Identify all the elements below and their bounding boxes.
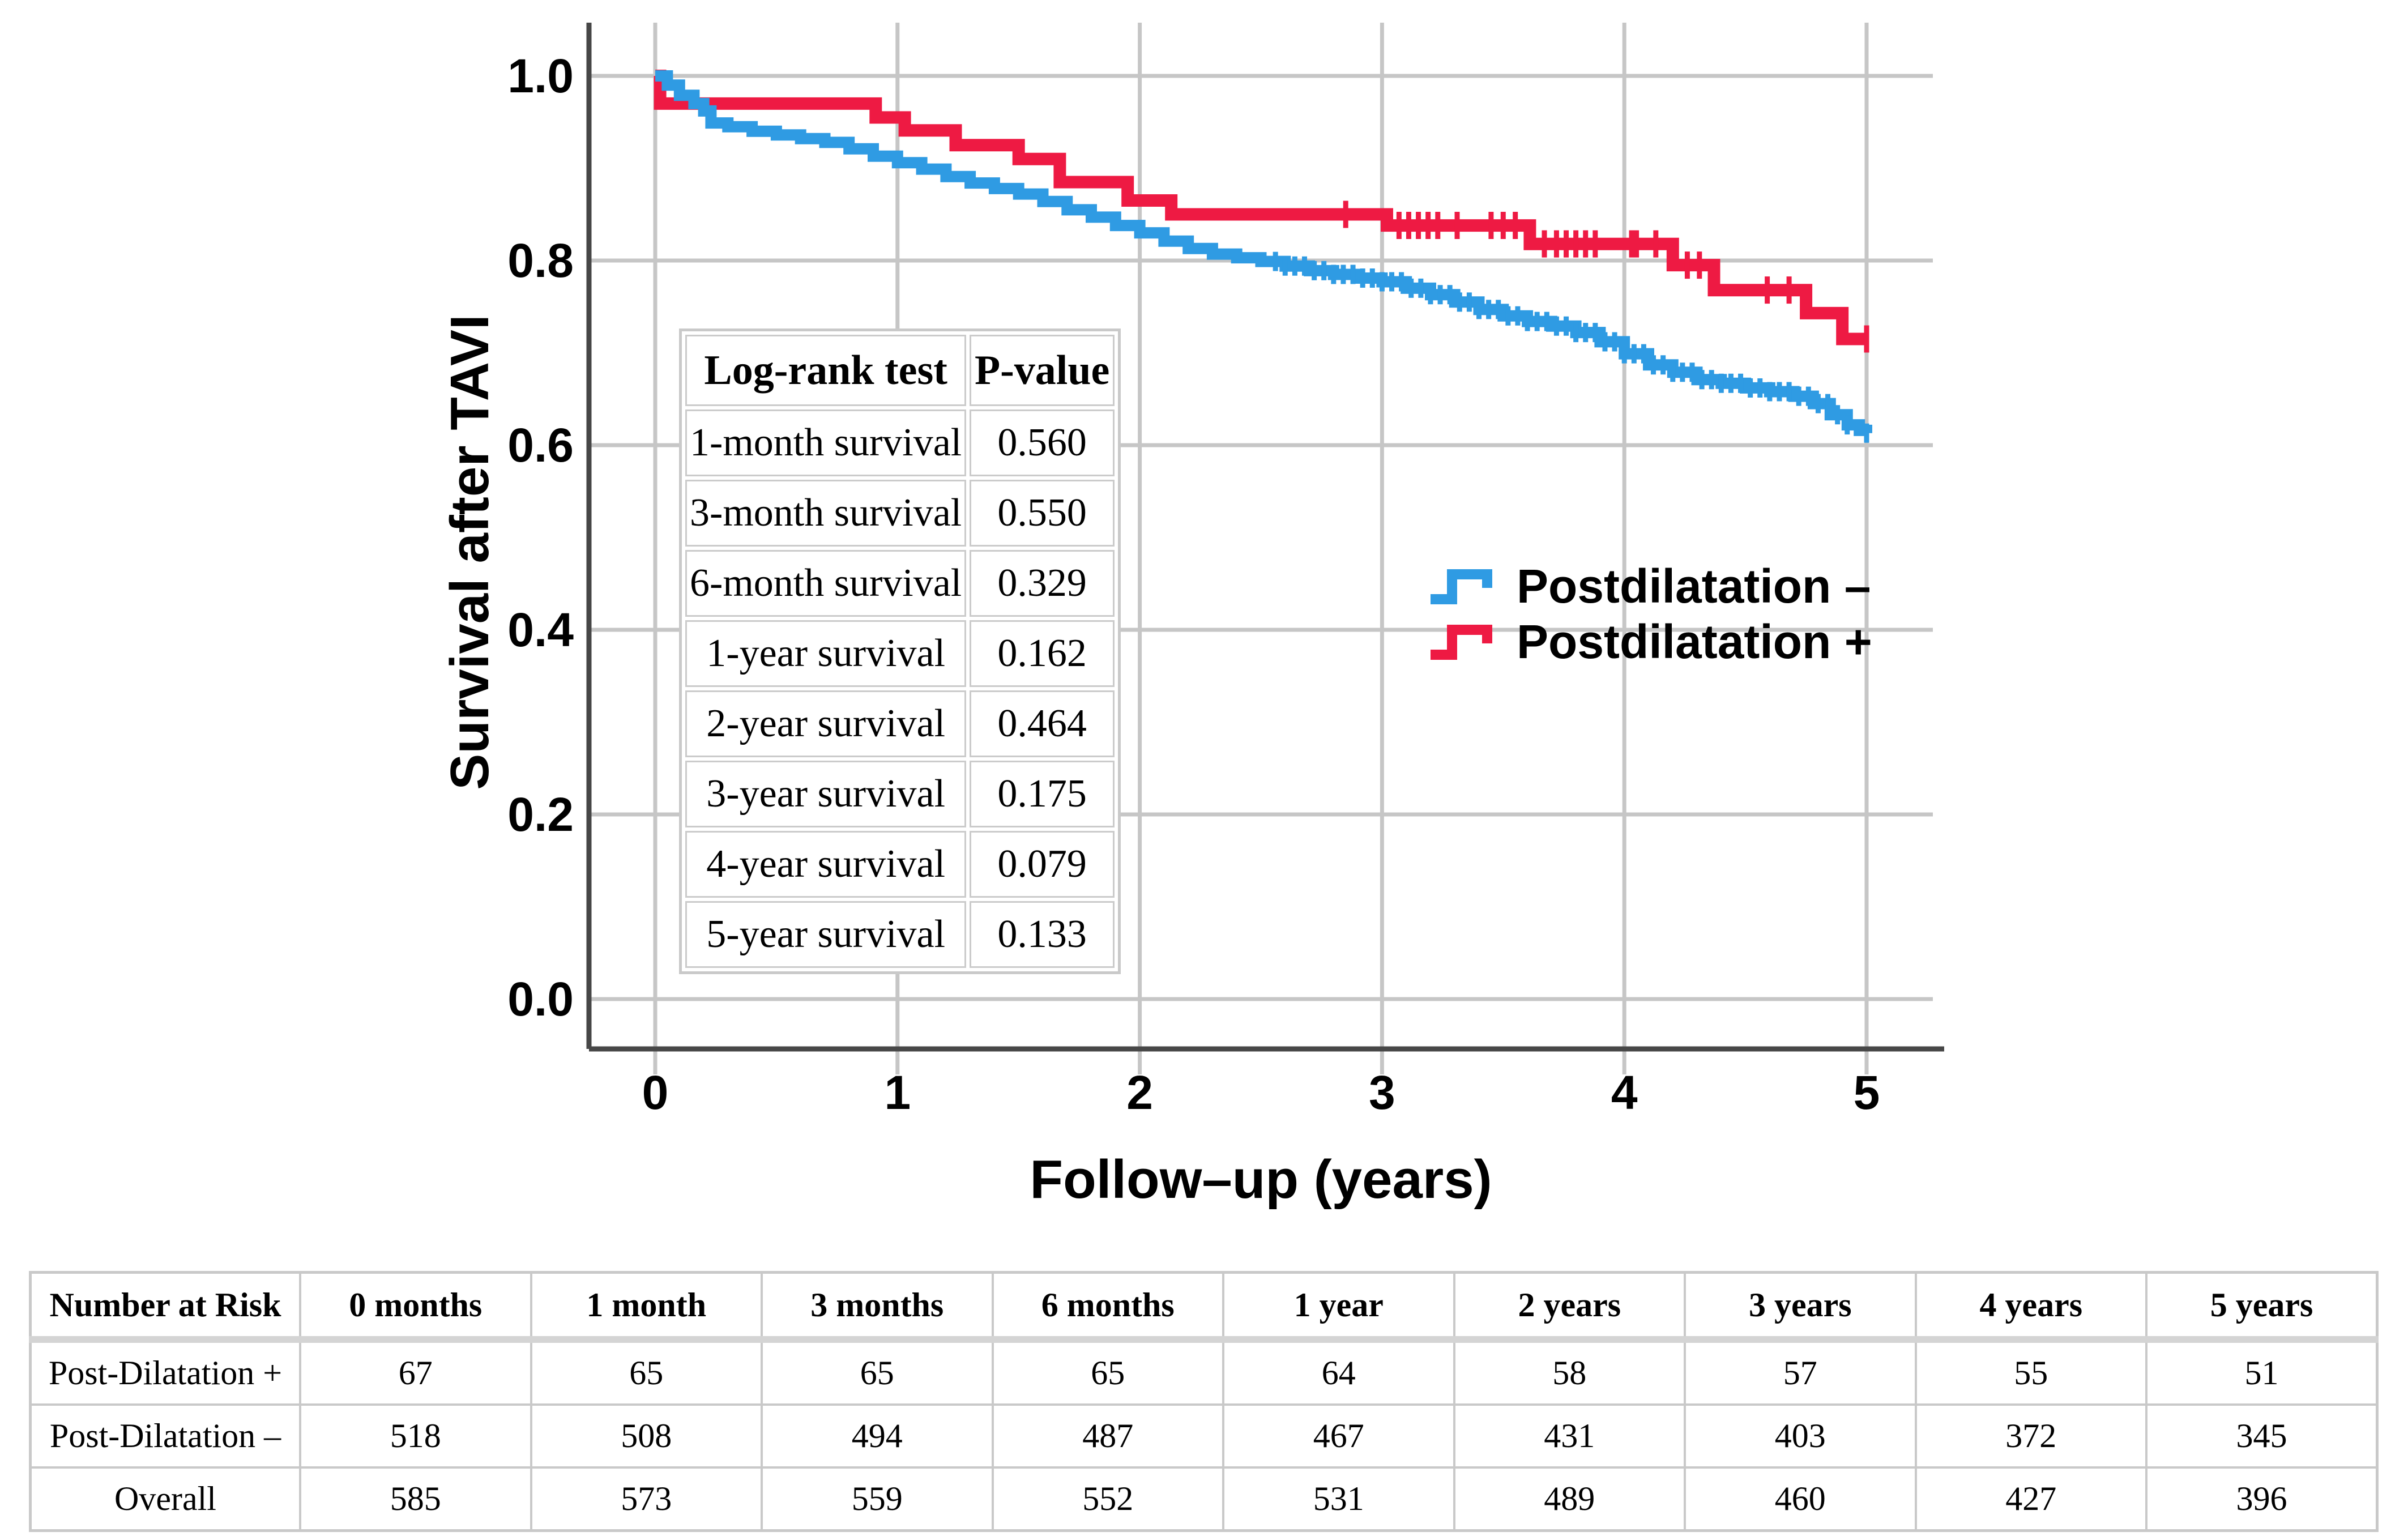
risk-value: 65 xyxy=(530,1338,763,1406)
risk-value: 487 xyxy=(991,1403,1224,1469)
risk-col-header: 0 months xyxy=(299,1271,532,1343)
svg-text:1: 1 xyxy=(884,1066,911,1119)
risk-value: 518 xyxy=(299,1403,532,1469)
log-rank-label: 2-year survival xyxy=(685,690,967,757)
risk-value: 552 xyxy=(991,1466,1224,1532)
risk-col-header: 3 months xyxy=(761,1271,994,1343)
risk-col-header: 3 years xyxy=(1684,1271,1917,1343)
table-row: 6-month survival 0.329 xyxy=(685,550,1115,617)
table-row: 1-year survival 0.162 xyxy=(685,620,1115,687)
risk-col-header: 1 month xyxy=(530,1271,763,1343)
svg-text:0.0: 0.0 xyxy=(507,972,574,1026)
log-rank-pvalue: 0.560 xyxy=(970,409,1115,476)
svg-text:0.8: 0.8 xyxy=(507,234,574,287)
risk-value: 67 xyxy=(299,1338,532,1406)
risk-col-header: 5 years xyxy=(2145,1271,2379,1343)
risk-value: 531 xyxy=(1222,1466,1455,1532)
risk-value: 489 xyxy=(1453,1466,1686,1532)
svg-text:0.6: 0.6 xyxy=(507,419,574,472)
risk-row-label: Post-Dilatation + xyxy=(29,1338,301,1406)
risk-value: 51 xyxy=(2145,1338,2379,1406)
log-rank-header-test: Log-rank test xyxy=(685,335,967,406)
risk-col-header: 6 months xyxy=(991,1271,1224,1343)
risk-header-row: Number at Risk 0 months 1 month 3 months… xyxy=(29,1271,2379,1343)
risk-value: 345 xyxy=(2145,1403,2379,1469)
risk-value: 64 xyxy=(1222,1338,1455,1406)
table-row: 1-month survival 0.560 xyxy=(685,409,1115,476)
table-row: 2-year survival 0.464 xyxy=(685,690,1115,757)
risk-value: 460 xyxy=(1684,1466,1917,1532)
table-row: 5-year survival 0.133 xyxy=(685,901,1115,968)
log-rank-pvalue: 0.162 xyxy=(970,620,1115,687)
svg-text:0: 0 xyxy=(642,1066,669,1119)
svg-text:1.0: 1.0 xyxy=(507,49,574,103)
risk-value: 427 xyxy=(1914,1466,2147,1532)
log-rank-pvalue: 0.133 xyxy=(970,901,1115,968)
risk-col-header: 4 years xyxy=(1914,1271,2147,1343)
table-row: 4-year survival 0.079 xyxy=(685,831,1115,898)
risk-value: 372 xyxy=(1914,1403,2147,1469)
table-row: 3-month survival 0.550 xyxy=(685,480,1115,547)
risk-value: 65 xyxy=(761,1338,994,1406)
log-rank-pvalue: 0.329 xyxy=(970,550,1115,617)
risk-value: 55 xyxy=(1914,1338,2147,1406)
svg-text:5: 5 xyxy=(1854,1066,1880,1119)
risk-value: 585 xyxy=(299,1466,532,1532)
risk-value: 57 xyxy=(1684,1338,1917,1406)
log-rank-label: 1-month survival xyxy=(685,409,967,476)
y-axis-title: Survival after TAVI xyxy=(439,314,500,790)
log-rank-header-pvalue: P-value xyxy=(970,335,1115,406)
table-row: Overall 585 573 559 552 531 489 460 427 … xyxy=(29,1466,2379,1532)
table-row: Post-Dilatation – 518 508 494 487 467 43… xyxy=(29,1403,2379,1469)
km-chart: 0 1 2 3 4 5 1.0 0.8 0.6 0.4 0.2 0.0 xyxy=(507,23,1944,1119)
log-rank-pvalue: 0.550 xyxy=(970,480,1115,547)
risk-value: 431 xyxy=(1453,1403,1686,1469)
log-rank-pvalue: 0.464 xyxy=(970,690,1115,757)
risk-value: 396 xyxy=(2145,1466,2379,1532)
svg-text:4: 4 xyxy=(1611,1066,1638,1119)
legend-label: Postdilatation – xyxy=(1517,559,1871,613)
risk-value: 65 xyxy=(991,1338,1224,1406)
x-axis-title: Follow–up (years) xyxy=(1030,1149,1492,1210)
risk-row-label: Overall xyxy=(29,1466,301,1532)
log-rank-label: 3-month survival xyxy=(685,480,967,547)
legend-item-postdilatation-minus: Postdilatation – xyxy=(1427,560,1872,613)
svg-text:2: 2 xyxy=(1126,1066,1153,1119)
risk-col-header: 2 years xyxy=(1453,1271,1686,1343)
legend: Postdilatation – Postdilatation + xyxy=(1427,560,1872,668)
risk-row-label: Post-Dilatation – xyxy=(29,1403,301,1469)
risk-value: 508 xyxy=(530,1403,763,1469)
km-step-blue-icon xyxy=(1431,569,1492,604)
log-rank-header-row: Log-rank test P-value xyxy=(685,335,1115,406)
log-rank-table: Log-rank test P-value 1-month survival 0… xyxy=(679,328,1121,974)
log-rank-label: 4-year survival xyxy=(685,831,967,898)
legend-label: Postdilatation + xyxy=(1517,615,1872,668)
svg-text:0.2: 0.2 xyxy=(507,788,574,841)
log-rank-label: 5-year survival xyxy=(685,901,967,968)
log-rank-label: 1-year survival xyxy=(685,620,967,687)
risk-col-header: 1 year xyxy=(1222,1271,1455,1343)
legend-item-postdilatation-plus: Postdilatation + xyxy=(1427,615,1872,668)
km-step-red-icon xyxy=(1431,625,1492,660)
table-row: 3-year survival 0.175 xyxy=(685,761,1115,827)
risk-corner-header: Number at Risk xyxy=(29,1271,301,1343)
risk-value: 573 xyxy=(530,1466,763,1532)
risk-value: 559 xyxy=(761,1466,994,1532)
log-rank-label: 3-year survival xyxy=(685,761,967,827)
number-at-risk-table: Number at Risk 0 months 1 month 3 months… xyxy=(29,1271,2379,1532)
risk-value: 403 xyxy=(1684,1403,1917,1469)
table-row: Post-Dilatation + 67 65 65 65 64 58 57 5… xyxy=(29,1338,2379,1406)
risk-value: 467 xyxy=(1222,1403,1455,1469)
log-rank-pvalue: 0.079 xyxy=(970,831,1115,898)
log-rank-label: 6-month survival xyxy=(685,550,967,617)
svg-text:3: 3 xyxy=(1369,1066,1395,1119)
risk-value: 58 xyxy=(1453,1338,1686,1406)
svg-text:0.4: 0.4 xyxy=(507,603,574,656)
log-rank-pvalue: 0.175 xyxy=(970,761,1115,827)
risk-value: 494 xyxy=(761,1403,994,1469)
